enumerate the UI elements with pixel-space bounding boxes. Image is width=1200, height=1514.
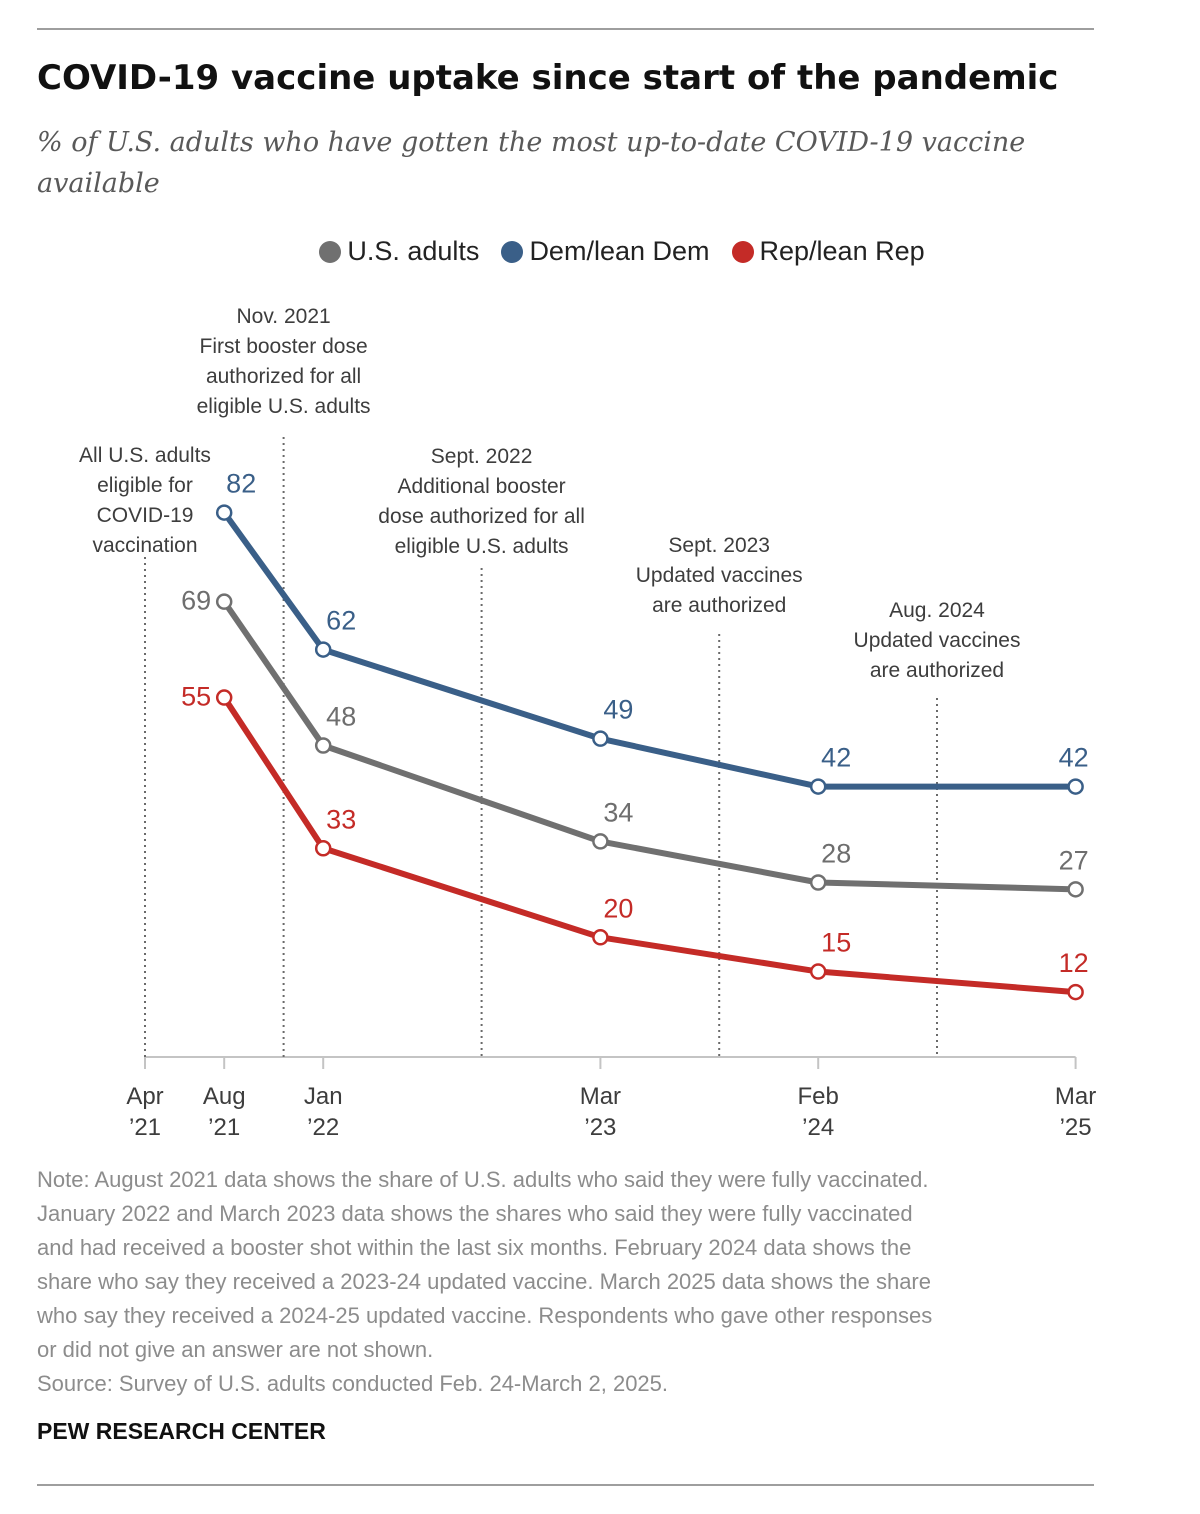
x-tick-label-line: Aug	[203, 1083, 246, 1110]
data-point-us-adults	[809, 874, 827, 891]
legend-label-dem: Dem/lean Dem	[529, 236, 710, 266]
data-point-dem	[809, 778, 827, 795]
data-label-us-adults: 69	[181, 586, 211, 616]
x-tick-label-line: Feb	[798, 1083, 839, 1110]
data-point-rep	[314, 840, 332, 857]
data-label-rep: 12	[1059, 948, 1089, 978]
chart-legend: U.S. adults Dem/lean Dem Rep/lean Rep	[0, 236, 1200, 267]
data-label-dem: 42	[821, 743, 851, 773]
event-annotation-line: Sept. 2022	[431, 445, 533, 468]
data-label-rep: 55	[181, 682, 211, 712]
data-label-us-adults: 34	[603, 797, 633, 827]
brand-wordmark: PEW RESEARCH CENTER	[37, 1418, 326, 1444]
event-annotation-line: Updated vaccines	[636, 564, 803, 587]
x-tick-label: Aug ’21	[203, 1083, 246, 1141]
event-annotation-line: eligible for	[97, 474, 193, 497]
line-chart: Apr ’21 Aug ’21 Jan ’22 Mar ’23 Feb ’24 Mar ’25 All …	[79, 305, 1096, 1141]
data-label-dem: 49	[603, 695, 633, 725]
data-point-us-adults	[1067, 881, 1084, 898]
event-annotation-line: First booster dose	[200, 335, 368, 358]
legend-label-us-adults: U.S. adults	[347, 236, 480, 266]
legend-item-rep: Rep/lean Rep	[731, 236, 925, 267]
data-label-rep: 20	[603, 893, 633, 923]
data-label-dem: 62	[326, 606, 356, 636]
event-annotation-line: All U.S. adults	[79, 444, 211, 467]
event-annotation-line: are authorized	[652, 594, 786, 617]
legend-swatch-rep	[731, 240, 754, 263]
bottom-rule	[37, 1484, 1094, 1486]
chart-subtitle: % of U.S. adults who have gotten the mos…	[37, 127, 1026, 199]
legend-swatch-us-adults	[319, 240, 342, 263]
x-tick-label-line: ’25	[1060, 1114, 1092, 1141]
event-annotation-line: eligible U.S. adults	[395, 535, 569, 558]
data-label-rep: 15	[821, 928, 851, 958]
top-rule	[37, 28, 1094, 30]
x-tick-label: Jan ’22	[304, 1083, 343, 1141]
event-annotation-line: COVID-19	[97, 504, 194, 527]
event-annotation: Sept. 2023 Updated vaccines are authorized	[636, 534, 803, 617]
data-point-us-adults	[592, 833, 609, 850]
data-label-dem: 42	[1059, 743, 1089, 773]
legend-item-us-adults: U.S. adults	[319, 236, 479, 267]
event-annotation-line: authorized for all	[206, 365, 361, 388]
data-label-dem: 82	[226, 469, 256, 499]
legend-item-dem: Dem/lean Dem	[501, 236, 710, 267]
legend-swatch-dem	[501, 240, 524, 263]
chart-source: Source: Survey of U.S. adults conducted …	[37, 1371, 669, 1396]
event-annotation-line: vaccination	[92, 534, 197, 557]
x-tick-label-line: Mar	[580, 1083, 621, 1110]
data-point-dem	[314, 641, 332, 658]
x-tick-label-line: ’21	[129, 1114, 161, 1141]
legend-label-rep: Rep/lean Rep	[759, 236, 925, 266]
data-point-rep	[1067, 983, 1084, 1001]
event-annotation-line: Sept. 2023	[668, 534, 770, 557]
data-point-dem	[215, 504, 233, 521]
event-annotation-line: eligible U.S. adults	[197, 395, 371, 418]
chart-title: COVID-19 vaccine uptake since start of t…	[37, 58, 1059, 98]
data-label-us-adults: 27	[1059, 845, 1089, 875]
event-annotation-line: are authorized	[870, 659, 1004, 682]
data-label-us-adults: 48	[326, 702, 356, 732]
data-point-rep	[592, 929, 609, 946]
data-point-rep	[809, 963, 827, 980]
event-annotation: Aug. 2024 Updated vaccines are authorized	[854, 599, 1021, 682]
x-tick-label: Feb ’24	[798, 1083, 839, 1141]
data-point-dem	[592, 730, 609, 747]
x-tick-label: Mar ’23	[580, 1083, 621, 1141]
data-point-rep	[215, 689, 233, 706]
event-annotation-line: Aug. 2024	[889, 599, 985, 622]
x-tick-label-line: ’24	[802, 1114, 834, 1141]
event-annotation-line: Additional booster	[398, 475, 566, 498]
data-point-us-adults	[314, 737, 332, 754]
event-annotation: Nov. 2021 First booster dose authorized fo…	[197, 305, 371, 418]
x-tick-label-line: ’23	[584, 1114, 616, 1141]
x-tick-label-line: ’22	[307, 1114, 339, 1141]
event-annotation: All U.S. adults eligible for COVID-19 vacci…	[79, 444, 211, 557]
data-label-rep: 33	[326, 804, 356, 834]
event-annotation-line: dose authorized for all	[378, 505, 585, 528]
event-annotation-line: Updated vaccines	[854, 629, 1021, 652]
x-tick-label-line: ’21	[208, 1114, 240, 1141]
chart-note: Note: August 2021 data shows the share o…	[37, 1167, 933, 1362]
event-annotation: Sept. 2022 Additional booster dose authori…	[378, 445, 585, 558]
x-tick-label-line: Jan	[304, 1083, 343, 1110]
x-tick-label: Mar ’25	[1055, 1083, 1096, 1141]
x-tick-label-line: Apr	[126, 1083, 163, 1110]
event-annotation-line: Nov. 2021	[237, 305, 331, 328]
x-tick-label: Apr ’21	[126, 1083, 163, 1141]
data-point-dem	[1067, 778, 1084, 795]
series-line-rep	[221, 694, 1079, 996]
data-label-us-adults: 28	[821, 839, 851, 869]
x-tick-label-line: Mar	[1055, 1083, 1096, 1110]
data-point-us-adults	[215, 593, 233, 610]
